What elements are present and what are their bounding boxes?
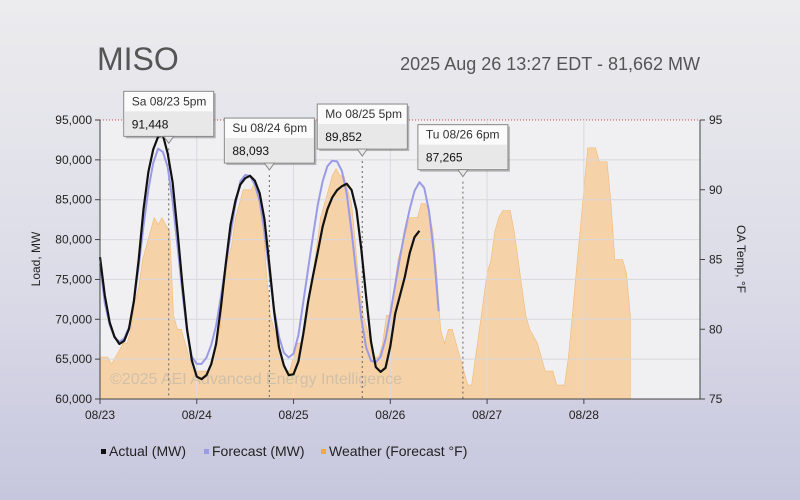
- tooltip-value-bg: [418, 144, 507, 169]
- legend-swatch: [101, 449, 106, 454]
- line-layer: [98, 134, 440, 381]
- tooltip: Tu 08/26 6pm 87,265: [417, 124, 510, 178]
- weather-area: [99, 147, 631, 400]
- chart-subtitle: 2025 Aug 26 13:27 EDT - 81,662 MW: [400, 54, 700, 74]
- weather-layer: [99, 147, 631, 400]
- tooltip-date: Su 08/24 6pm: [232, 121, 307, 135]
- tooltip-pointer: [263, 162, 276, 171]
- tooltip-value: 91,448: [132, 117, 169, 131]
- tooltip: Mo 08/25 5pm 89,852: [316, 103, 410, 157]
- tooltip-date: Sa 08/23 5pm: [132, 94, 207, 108]
- y-tick-label-left: 95,000: [55, 113, 92, 127]
- tooltip-pointer: [456, 169, 469, 178]
- legend-label: Forecast (MW): [212, 443, 305, 459]
- tooltip-guides: [168, 148, 464, 399]
- x-tick-label: 08/23: [85, 408, 115, 422]
- legend: Actual (MW) Forecast (MW) Weather (Forecas…: [101, 443, 467, 459]
- legend-swatch: [321, 449, 326, 454]
- y-tick-label-left: 65,000: [55, 352, 92, 366]
- tooltip-pointer: [162, 135, 175, 145]
- tooltip-value: 87,265: [426, 151, 463, 165]
- y-axis-left-label: Load, MW: [29, 231, 43, 286]
- tooltip-value: 88,093: [232, 144, 269, 158]
- y-axis-right-label: OA Temp, °F: [734, 225, 748, 293]
- y-tick-label-left: 60,000: [55, 392, 92, 406]
- x-tick-label: 08/25: [279, 408, 309, 422]
- tooltip-pointer: [356, 148, 369, 157]
- tooltip-date: Mo 08/25 5pm: [325, 107, 402, 121]
- tooltip-value: 89,852: [325, 130, 362, 144]
- y-tick-label-right: 80: [709, 322, 723, 336]
- tooltip: Su 08/24 6pm 88,093: [223, 117, 317, 171]
- chart-title: MISO: [97, 41, 179, 77]
- y-tick-label-left: 90,000: [55, 153, 92, 167]
- tooltip-layer: Sa 08/23 5pm 91,448 Su 08/24 6pm 88,093 Mo 0…: [123, 90, 510, 178]
- y-tick-label-right: 75: [709, 392, 723, 406]
- y-tick-label-right: 85: [709, 253, 723, 267]
- tooltip-value-bg: [318, 124, 407, 149]
- y-tick-label-left: 80,000: [55, 233, 92, 247]
- actual-line: [98, 134, 421, 381]
- tooltip-date: Tu 08/26 6pm: [426, 128, 500, 142]
- y-tick-label-right: 95: [709, 113, 723, 127]
- watermark: ©2025 AEI Advanced Energy Intelligence: [110, 371, 402, 388]
- axis-layer: 60,000 65,000 70,000 75,000 80,000 85,000 90,0…: [55, 113, 722, 422]
- y-tick-label-left: 70,000: [55, 312, 92, 326]
- tooltip-value-bg: [225, 138, 314, 163]
- tooltip: Sa 08/23 5pm 91,448: [123, 90, 216, 145]
- x-tick-label: 08/27: [472, 408, 502, 422]
- x-tick-label: 08/28: [569, 408, 599, 422]
- legend-swatch: [204, 449, 209, 454]
- legend-label: Actual (MW): [109, 443, 186, 459]
- y-tick-label-left: 85,000: [55, 193, 92, 207]
- legend-label: Weather (Forecast °F): [329, 443, 467, 459]
- tooltip-value-bg: [124, 111, 213, 136]
- x-tick-label: 08/26: [375, 408, 405, 422]
- x-tick-label: 08/24: [182, 408, 212, 422]
- y-tick-label-right: 90: [709, 183, 723, 197]
- y-tick-label-left: 75,000: [55, 272, 92, 286]
